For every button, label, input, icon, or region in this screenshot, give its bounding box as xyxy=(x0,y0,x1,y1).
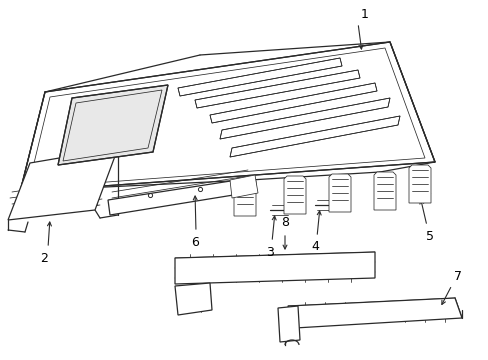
Polygon shape xyxy=(175,252,374,284)
Polygon shape xyxy=(20,42,434,192)
Polygon shape xyxy=(220,98,389,139)
Polygon shape xyxy=(284,176,305,214)
Polygon shape xyxy=(209,83,376,123)
Polygon shape xyxy=(328,174,350,212)
Polygon shape xyxy=(229,116,399,157)
Polygon shape xyxy=(373,172,395,210)
Text: 2: 2 xyxy=(40,252,48,265)
Polygon shape xyxy=(408,165,430,203)
Text: 7: 7 xyxy=(453,270,461,283)
Text: 5: 5 xyxy=(425,230,433,243)
Polygon shape xyxy=(287,298,461,328)
Text: 6: 6 xyxy=(191,237,199,249)
Polygon shape xyxy=(178,58,341,96)
Polygon shape xyxy=(195,70,359,108)
Polygon shape xyxy=(229,175,258,198)
Polygon shape xyxy=(278,306,299,342)
Polygon shape xyxy=(8,148,118,220)
Text: 8: 8 xyxy=(281,216,288,230)
Text: 1: 1 xyxy=(360,8,368,21)
Polygon shape xyxy=(108,178,251,215)
Text: 4: 4 xyxy=(310,240,318,253)
Text: 3: 3 xyxy=(265,246,273,258)
Polygon shape xyxy=(234,178,256,216)
Polygon shape xyxy=(175,283,212,315)
Polygon shape xyxy=(58,85,168,165)
